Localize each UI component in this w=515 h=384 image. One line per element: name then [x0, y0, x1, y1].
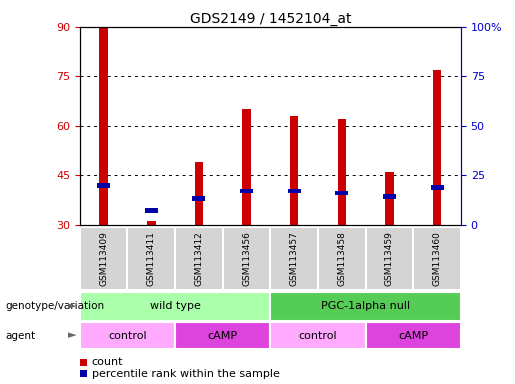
Text: GSM113411: GSM113411	[147, 231, 156, 286]
Text: control: control	[299, 331, 337, 341]
Bar	[242, 109, 251, 225]
Bar	[366, 227, 413, 290]
Text: cAMP: cAMP	[208, 331, 238, 341]
Text: agent: agent	[5, 331, 35, 341]
Bar	[80, 322, 175, 349]
Bar	[337, 119, 346, 225]
Text: GSM113412: GSM113412	[195, 231, 203, 286]
Bar	[175, 227, 222, 290]
Bar	[318, 227, 366, 290]
Text: count: count	[92, 357, 123, 367]
Bar	[385, 172, 394, 225]
Bar	[431, 185, 443, 190]
Bar	[99, 27, 108, 225]
Bar	[145, 209, 158, 213]
Text: GSM113460: GSM113460	[433, 231, 441, 286]
Text: genotype/variation: genotype/variation	[5, 301, 104, 311]
Bar	[128, 227, 175, 290]
Bar	[97, 183, 110, 187]
Bar	[270, 322, 366, 349]
Text: PGC-1alpha null: PGC-1alpha null	[321, 301, 410, 311]
Bar	[80, 292, 270, 321]
Text: cAMP: cAMP	[398, 331, 428, 341]
Bar	[290, 116, 299, 225]
Text: GSM113457: GSM113457	[290, 231, 299, 286]
Bar	[240, 189, 253, 194]
Bar	[383, 194, 396, 199]
Text: ►: ►	[67, 331, 76, 341]
Title: GDS2149 / 1452104_at: GDS2149 / 1452104_at	[190, 12, 351, 26]
Bar	[222, 227, 270, 290]
Bar	[270, 292, 461, 321]
Text: ►: ►	[67, 301, 76, 311]
Bar	[366, 322, 461, 349]
Text: GSM113458: GSM113458	[337, 231, 346, 286]
Text: GSM113459: GSM113459	[385, 231, 394, 286]
Text: percentile rank within the sample: percentile rank within the sample	[92, 369, 280, 379]
Bar	[270, 227, 318, 290]
Text: GSM113456: GSM113456	[242, 231, 251, 286]
Text: GSM113409: GSM113409	[99, 231, 108, 286]
Bar	[288, 189, 301, 194]
Bar	[80, 227, 128, 290]
Bar	[175, 322, 270, 349]
Bar	[147, 221, 156, 225]
Bar	[413, 227, 461, 290]
Bar	[433, 70, 441, 225]
Bar	[195, 162, 203, 225]
Text: control: control	[108, 331, 147, 341]
Bar	[335, 190, 348, 195]
Text: wild type: wild type	[150, 301, 200, 311]
Bar	[193, 197, 205, 201]
